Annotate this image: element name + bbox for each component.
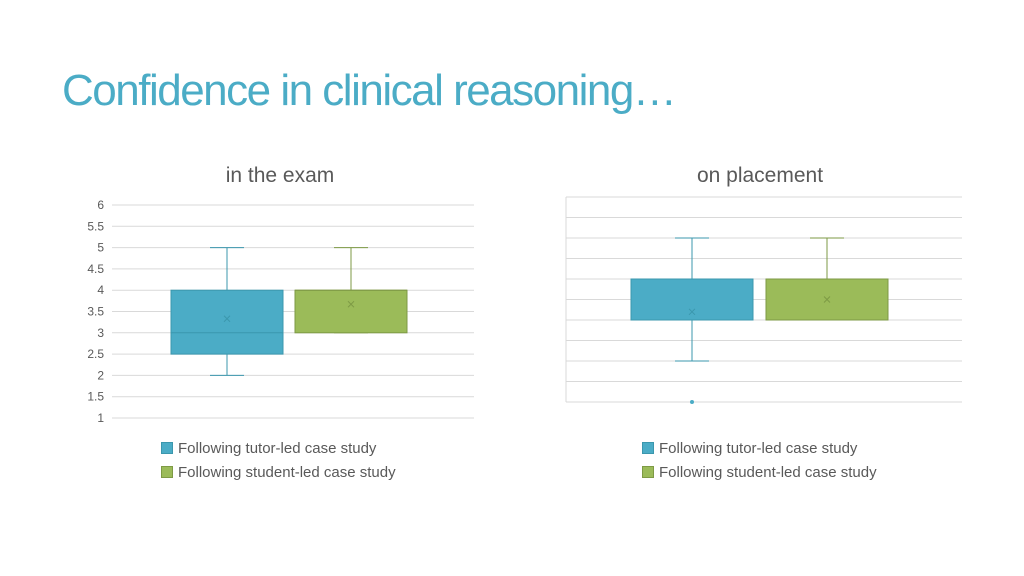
y-tick-label: 5 — [97, 241, 104, 255]
box-iqr — [170, 289, 284, 355]
y-tick-label: 1 — [97, 411, 104, 425]
y-tick-label: 5.5 — [87, 219, 104, 233]
y-tick-label: 4.5 — [87, 262, 104, 276]
legend-placement: Following tutor-led case study Following… — [642, 436, 877, 484]
y-tick-label: 4 — [97, 283, 104, 297]
legend-label-student: Following student-led case study — [659, 463, 877, 481]
y-tick-label: 2.5 — [87, 347, 104, 361]
y-tick-label: 3 — [97, 326, 104, 340]
legend-exam: Following tutor-led case study Following… — [161, 436, 396, 484]
legend-item-tutor: Following tutor-led case study — [161, 436, 396, 460]
legend-swatch-tutor — [161, 442, 173, 454]
legend-swatch-student — [642, 466, 654, 478]
y-tick-label: 2 — [97, 368, 104, 382]
y-tick-label: 1.5 — [87, 390, 104, 404]
slide-title: Confidence in clinical reasoning… — [62, 66, 677, 115]
chart-title-exam: in the exam — [225, 164, 335, 187]
y-tick-label: 3.5 — [87, 305, 104, 319]
legend-swatch-tutor — [642, 442, 654, 454]
y-tick-label: 6 — [97, 198, 104, 212]
box-iqr — [294, 289, 408, 334]
legend-label-tutor: Following tutor-led case study — [659, 439, 858, 457]
chart-title-placement: on placement — [696, 164, 824, 187]
legend-label-tutor: Following tutor-led case study — [178, 439, 377, 457]
mean-marker — [347, 300, 355, 308]
legend-item-tutor: Following tutor-led case study — [642, 436, 877, 460]
legend-item-student: Following student-led case study — [642, 460, 877, 484]
legend-swatch-student — [161, 466, 173, 478]
legend-label-student: Following student-led case study — [178, 463, 396, 481]
mean-marker — [223, 315, 231, 323]
legend-item-student: Following student-led case study — [161, 460, 396, 484]
